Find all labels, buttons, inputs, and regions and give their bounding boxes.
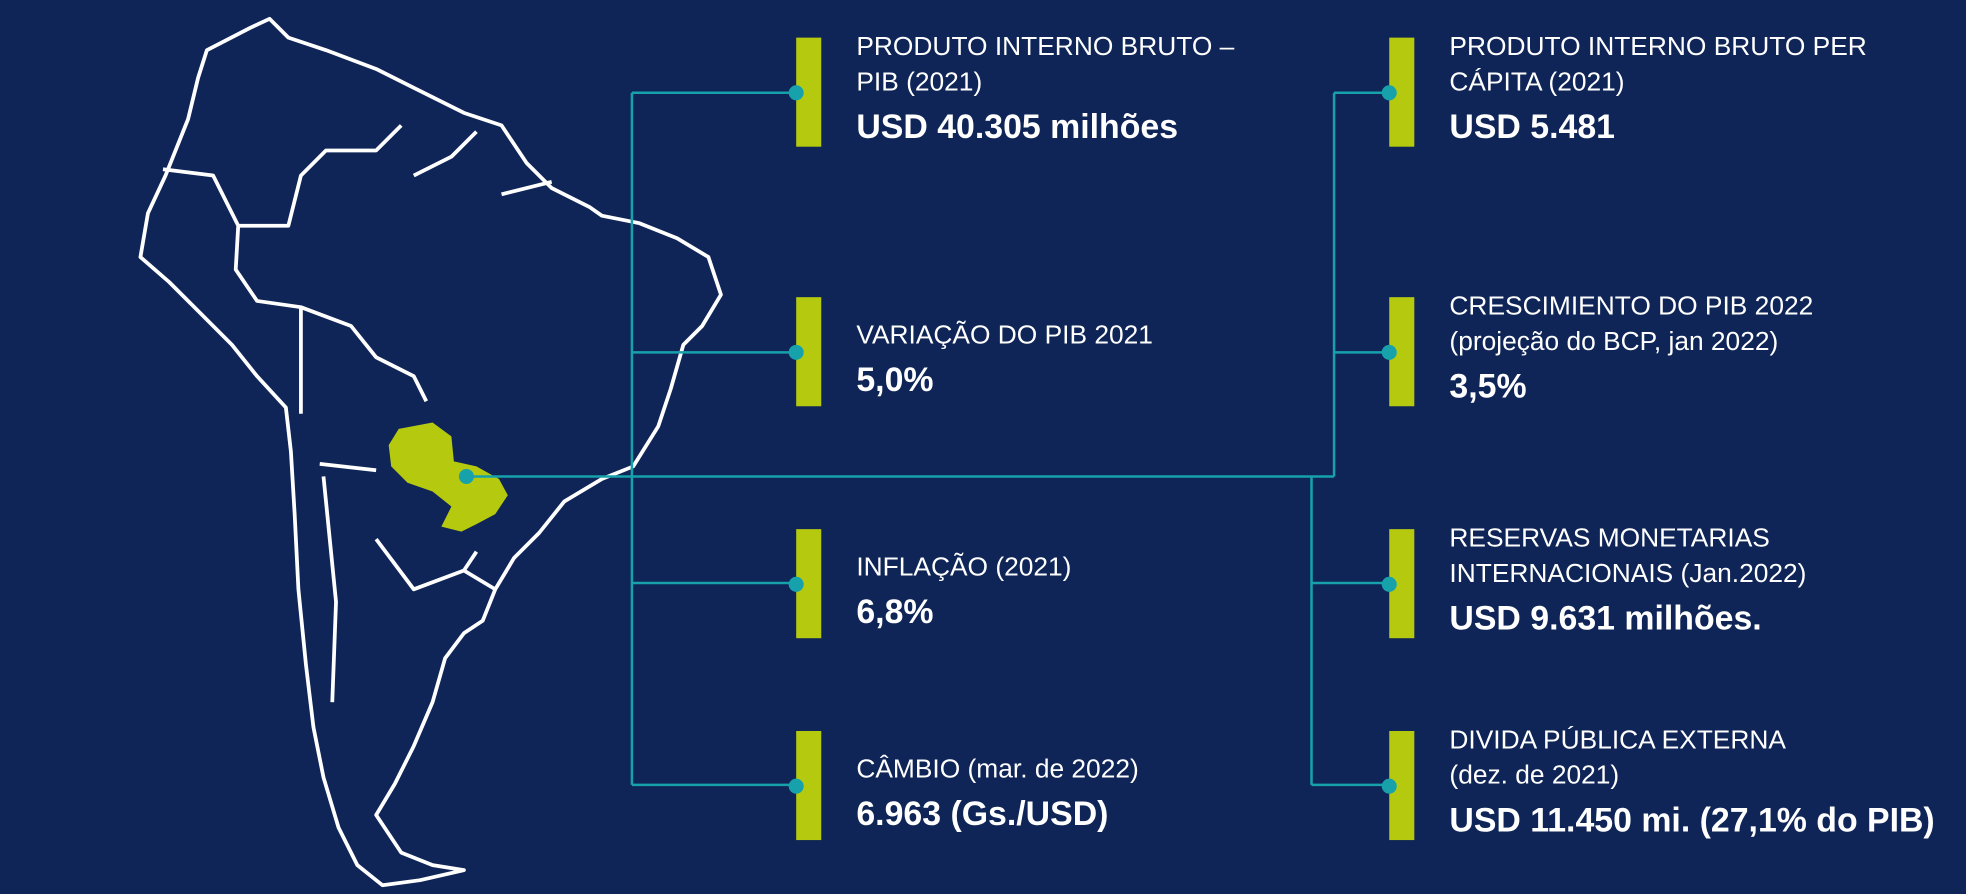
connector-lines (466, 91, 1390, 787)
item-label: PRODUTO INTERNO BRUTO PER (1449, 31, 1866, 61)
connector-dot (1381, 778, 1397, 794)
item-label: CÂMBIO (mar. de 2022) (856, 753, 1138, 783)
item-label: PIB (2021) (856, 66, 982, 96)
item-value: 5,0% (856, 361, 933, 399)
connectors (458, 91, 1390, 787)
item-label: INFLAÇÃO (2021) (856, 552, 1071, 582)
item-label: DIVIDA PÚBLICA EXTERNA (1449, 725, 1786, 755)
item-label: VARIAÇÃO DO PIB 2021 (856, 320, 1153, 350)
item-value: 3,5% (1449, 367, 1526, 405)
connector-dot (788, 576, 804, 592)
connector-dot (1381, 85, 1397, 101)
item-label: PRODUTO INTERNO BRUTO – (856, 31, 1234, 61)
connector-dot (1381, 576, 1397, 592)
connector-dot (1381, 344, 1397, 360)
item-label: CRESCIMIENTO DO PIB 2022 (1449, 291, 1813, 321)
item-label: (dez. de 2021) (1449, 760, 1619, 790)
item-label: RESERVAS MONETARIAS (1449, 523, 1769, 553)
item-label: INTERNACIONAIS (Jan.2022) (1449, 558, 1806, 588)
item-label: CÁPITA (2021) (1449, 66, 1624, 96)
connector-dot (788, 85, 804, 101)
item-value: USD 5.481 (1449, 108, 1615, 146)
continent-outline (138, 16, 723, 888)
border-lines (162, 124, 553, 703)
south-america-map (138, 16, 723, 888)
item-label: (projeção do BCP, jan 2022) (1449, 326, 1778, 356)
item-value: USD 9.631 milhões. (1449, 599, 1761, 637)
item-value: 6,8% (856, 593, 933, 631)
paraguay (388, 422, 508, 532)
connector-dot (788, 778, 804, 794)
item-value: 6.963 (Gs./USD) (856, 795, 1108, 833)
connector-dot (788, 344, 804, 360)
item-value: USD 40.305 milhões (856, 108, 1178, 146)
item-value: USD 11.450 mi. (27,1% do PIB) (1449, 801, 1934, 839)
origin-dot (458, 468, 474, 484)
